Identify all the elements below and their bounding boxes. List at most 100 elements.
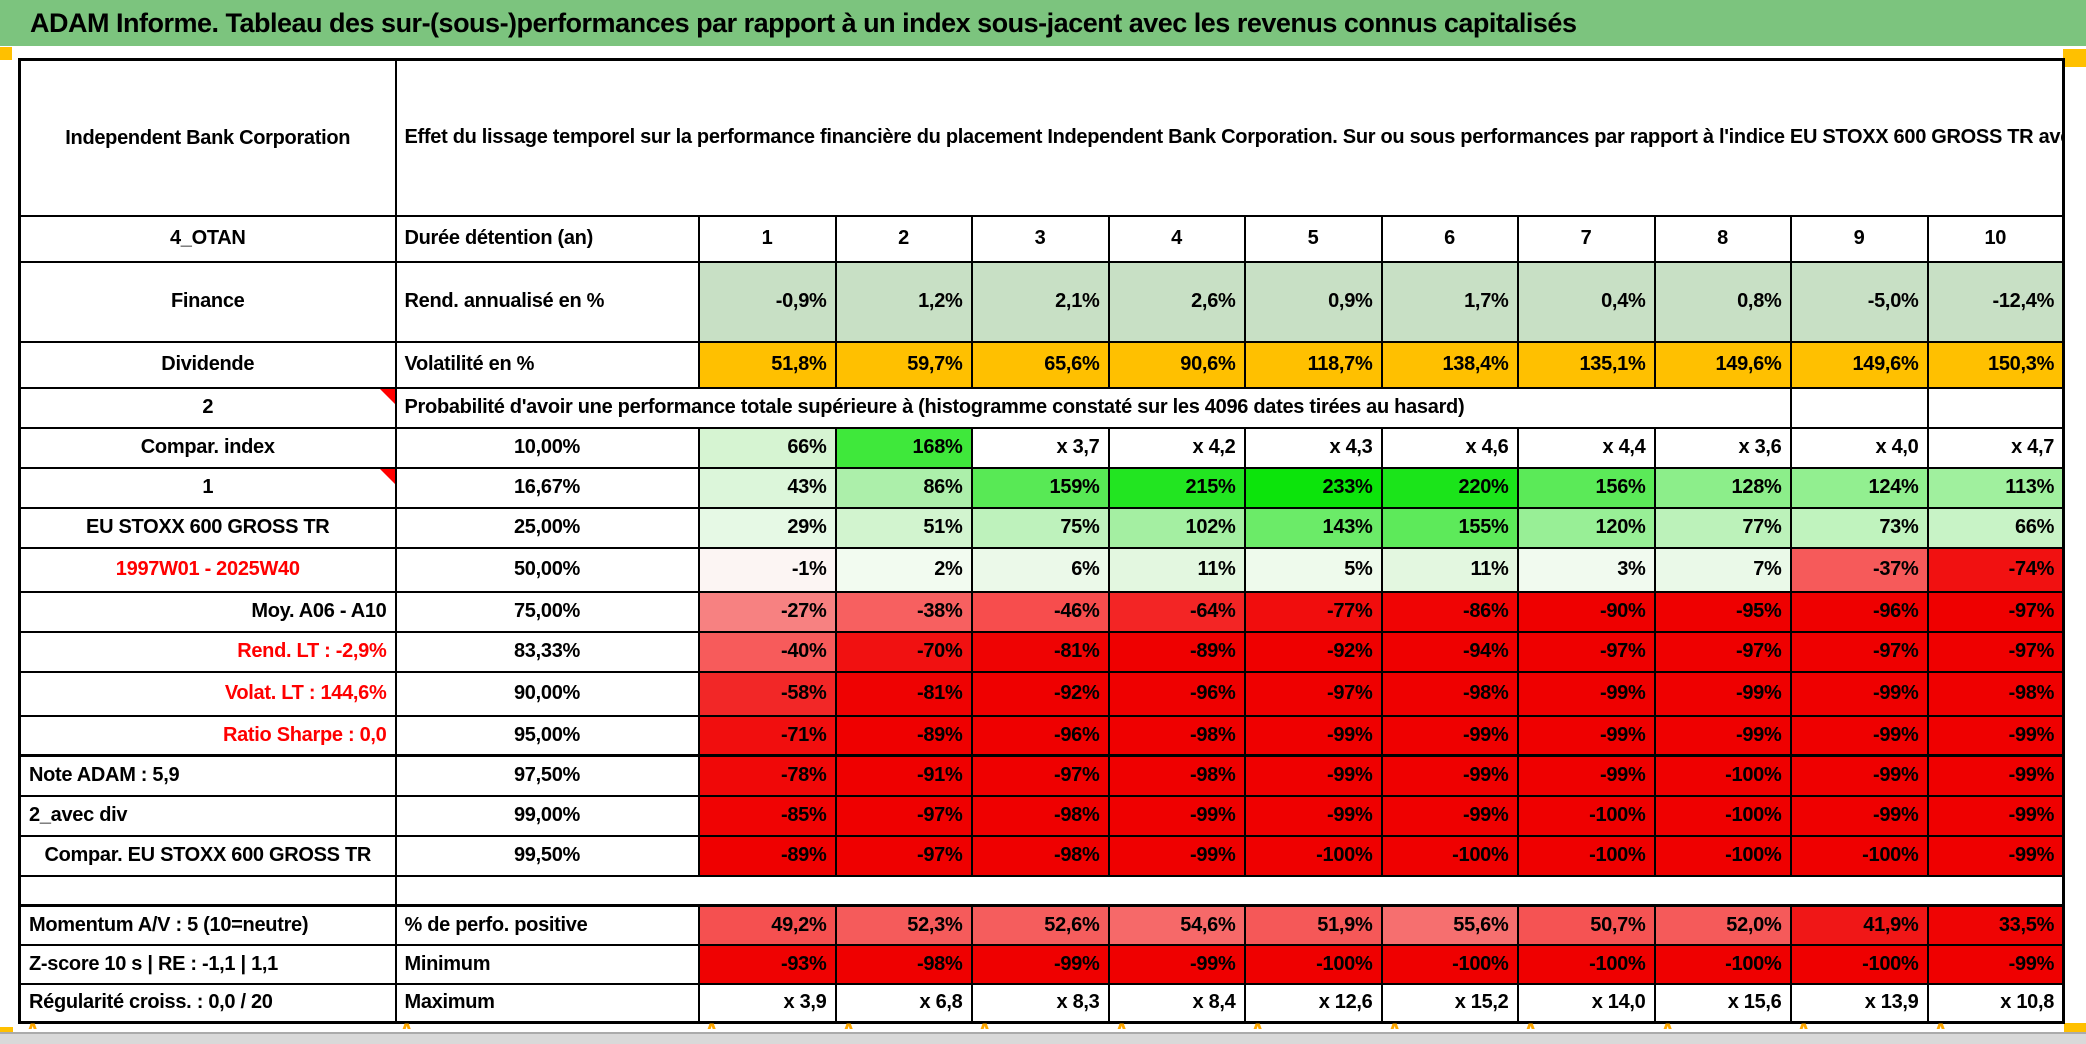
- data-cell[interactable]: 6: [1380, 214, 1519, 263]
- row-label-cell[interactable]: Dividende: [18, 340, 397, 389]
- data-cell[interactable]: -99%: [970, 943, 1110, 985]
- data-cell[interactable]: 120%: [1516, 506, 1656, 549]
- data-cell[interactable]: x 4,6: [1380, 426, 1519, 469]
- data-cell[interactable]: x 3,6: [1653, 426, 1792, 469]
- data-cell[interactable]: 52,0%: [1653, 904, 1792, 946]
- data-cell[interactable]: -99%: [1107, 834, 1246, 877]
- row-label-cell[interactable]: 4_OTAN: [18, 214, 397, 263]
- data-cell[interactable]: -100%: [1516, 943, 1656, 985]
- data-cell[interactable]: 52,3%: [834, 904, 973, 946]
- data-cell[interactable]: 7%: [1653, 546, 1792, 593]
- data-cell[interactable]: -94%: [1380, 630, 1519, 673]
- data-cell[interactable]: -99%: [1926, 714, 2065, 757]
- data-cell[interactable]: -89%: [1107, 630, 1246, 673]
- row-header-cell[interactable]: Minimum: [394, 943, 700, 985]
- data-cell[interactable]: -97%: [1243, 670, 1383, 717]
- row-label-cell[interactable]: Z-score 10 s | RE : -1,1 | 1,1: [18, 943, 397, 985]
- data-cell[interactable]: -99%: [1516, 754, 1656, 797]
- data-cell[interactable]: -99%: [1380, 794, 1519, 837]
- data-cell[interactable]: 0,8%: [1653, 260, 1792, 343]
- row-header-cell[interactable]: Volatilité en %: [394, 340, 700, 389]
- row-header-cell[interactable]: Rend. annualisé en %: [394, 260, 700, 343]
- data-cell[interactable]: -81%: [834, 670, 973, 717]
- data-cell[interactable]: 51,8%: [697, 340, 837, 389]
- data-cell[interactable]: -58%: [697, 670, 837, 717]
- row-header-cell[interactable]: 83,33%: [394, 630, 700, 673]
- data-cell[interactable]: 135,1%: [1516, 340, 1656, 389]
- row-header-cell[interactable]: 95,00%: [394, 714, 700, 757]
- data-cell[interactable]: 54,6%: [1107, 904, 1246, 946]
- data-cell[interactable]: -78%: [697, 754, 837, 797]
- row-label-cell[interactable]: Rend. LT : -2,9%: [18, 630, 397, 673]
- data-cell[interactable]: -98%: [970, 834, 1110, 877]
- horizontal-scrollbar[interactable]: [0, 1032, 2086, 1044]
- data-cell[interactable]: -85%: [697, 794, 837, 837]
- data-cell[interactable]: 118,7%: [1243, 340, 1383, 389]
- data-cell[interactable]: 51,9%: [1243, 904, 1383, 946]
- data-cell[interactable]: 50,7%: [1516, 904, 1656, 946]
- data-cell[interactable]: 1,2%: [834, 260, 973, 343]
- data-cell[interactable]: 128%: [1653, 466, 1792, 509]
- data-cell[interactable]: 138,4%: [1380, 340, 1519, 389]
- data-cell[interactable]: x 4,4: [1516, 426, 1656, 469]
- data-cell[interactable]: 233%: [1243, 466, 1383, 509]
- data-cell[interactable]: 5: [1243, 214, 1383, 263]
- data-cell[interactable]: -99%: [1516, 670, 1656, 717]
- row-label-cell[interactable]: Note ADAM : 5,9: [18, 754, 397, 797]
- row-header-cell[interactable]: Maximum: [394, 982, 700, 1024]
- row-label-cell[interactable]: Compar. EU STOXX 600 GROSS TR: [18, 834, 397, 877]
- row-header-cell[interactable]: 97,50%: [394, 754, 700, 797]
- data-cell[interactable]: -100%: [1653, 794, 1792, 837]
- data-cell[interactable]: -99%: [1107, 943, 1246, 985]
- data-cell[interactable]: -95%: [1653, 590, 1792, 633]
- data-cell[interactable]: 75%: [970, 506, 1110, 549]
- row-header-cell[interactable]: Probabilité d'avoir une performance tota…: [394, 386, 1792, 429]
- row-label-cell[interactable]: Effet du lissage temporel sur la perform…: [394, 58, 2065, 217]
- data-cell[interactable]: -97%: [834, 794, 973, 837]
- row-header-cell[interactable]: 16,67%: [394, 466, 700, 509]
- data-cell[interactable]: -100%: [1243, 943, 1383, 985]
- data-cell[interactable]: -100%: [1789, 943, 1929, 985]
- data-cell[interactable]: x 14,0: [1516, 982, 1656, 1024]
- data-cell[interactable]: 150,3%: [1926, 340, 2065, 389]
- row-header-cell[interactable]: [18, 874, 397, 907]
- data-cell[interactable]: -99%: [1789, 714, 1929, 757]
- row-label-cell[interactable]: Ratio Sharpe : 0,0: [18, 714, 397, 757]
- row-header-cell[interactable]: 99,50%: [394, 834, 700, 877]
- data-cell[interactable]: -5,0%: [1789, 260, 1929, 343]
- data-cell[interactable]: 52,6%: [970, 904, 1110, 946]
- data-cell[interactable]: -64%: [1107, 590, 1246, 633]
- data-cell[interactable]: 3%: [1516, 546, 1656, 593]
- row-header-cell[interactable]: 50,00%: [394, 546, 700, 593]
- row-label-cell[interactable]: 1997W01 - 2025W40: [18, 546, 397, 593]
- data-cell[interactable]: 124%: [1789, 466, 1929, 509]
- data-cell[interactable]: x 3,9: [697, 982, 837, 1024]
- data-cell[interactable]: -99%: [1243, 794, 1383, 837]
- row-header-cell[interactable]: Durée détention (an): [394, 214, 700, 263]
- data-cell[interactable]: 6%: [970, 546, 1110, 593]
- data-cell[interactable]: 55,6%: [1380, 904, 1519, 946]
- data-cell[interactable]: -99%: [1926, 834, 2065, 877]
- data-cell[interactable]: -70%: [834, 630, 973, 673]
- data-cell[interactable]: x 4,2: [1107, 426, 1246, 469]
- data-cell[interactable]: 159%: [970, 466, 1110, 509]
- data-cell[interactable]: -99%: [1243, 754, 1383, 797]
- data-cell[interactable]: -100%: [1380, 834, 1519, 877]
- data-cell[interactable]: -93%: [697, 943, 837, 985]
- data-cell[interactable]: -100%: [1380, 943, 1519, 985]
- data-cell[interactable]: x 4,7: [1926, 426, 2065, 469]
- data-cell[interactable]: 220%: [1380, 466, 1519, 509]
- data-cell[interactable]: 168%: [834, 426, 973, 469]
- data-cell[interactable]: -98%: [834, 943, 973, 985]
- row-label-cell[interactable]: Régularité croiss. : 0,0 / 20: [18, 982, 397, 1024]
- row-label-cell[interactable]: Compar. index: [18, 426, 397, 469]
- data-cell[interactable]: 0,4%: [1516, 260, 1656, 343]
- data-cell[interactable]: 33,5%: [1926, 904, 2065, 946]
- data-cell[interactable]: -77%: [1243, 590, 1383, 633]
- data-cell[interactable]: -97%: [1789, 630, 1929, 673]
- data-cell[interactable]: 143%: [1243, 506, 1383, 549]
- data-cell[interactable]: -98%: [970, 794, 1110, 837]
- data-cell[interactable]: 1: [697, 214, 837, 263]
- data-cell[interactable]: -71%: [697, 714, 837, 757]
- data-cell[interactable]: -12,4%: [1926, 260, 2065, 343]
